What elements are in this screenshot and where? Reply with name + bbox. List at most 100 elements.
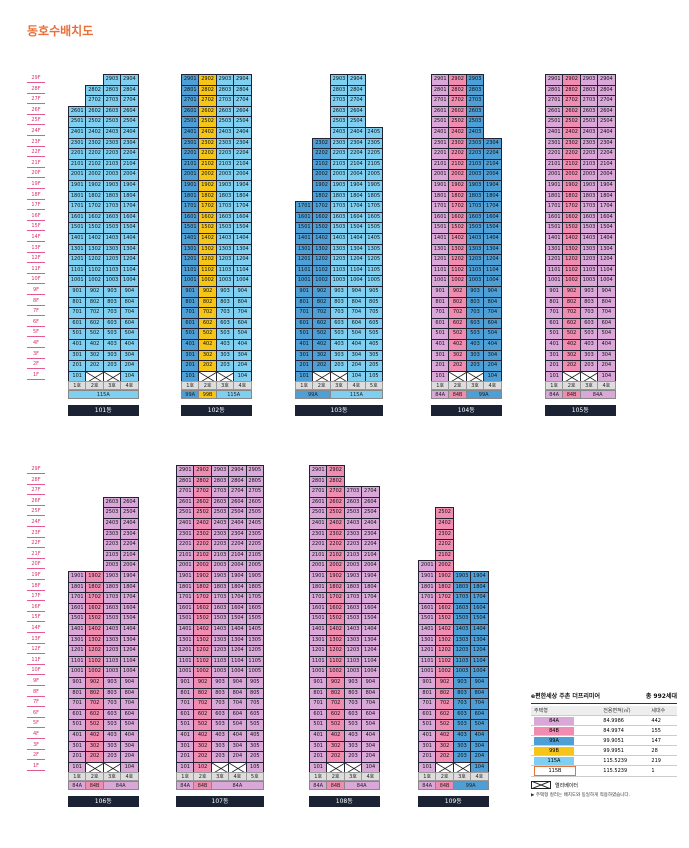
unit-cell[interactable]: 2503 [102,116,122,128]
unit-cell[interactable]: 403 [465,339,485,351]
unit-cell[interactable]: 1002 [326,666,345,678]
unit-cell[interactable]: 303 [329,349,349,362]
unit-cell[interactable]: 1301 [431,243,450,256]
unit-cell[interactable]: 902 [198,286,217,298]
unit-cell[interactable]: 1904 [120,180,139,192]
unit-cell[interactable]: 1403 [329,233,349,245]
unit-cell[interactable]: 2002 [312,169,331,181]
unit-cell[interactable]: 1501 [545,222,564,234]
unit-cell[interactable]: 1701 [418,592,437,604]
unit-cell[interactable]: 1902 [85,571,104,583]
unit-cell[interactable]: 602 [435,708,454,721]
unit-cell[interactable]: 304 [233,349,252,362]
unit-cell[interactable]: 1302 [193,634,212,647]
unit-cell[interactable]: 1504 [361,613,380,625]
unit-cell[interactable]: 1901 [68,180,87,192]
unit-cell[interactable]: 602 [562,317,581,330]
unit-cell[interactable]: 302 [448,349,467,362]
unit-cell[interactable]: 1301 [295,243,314,256]
unit-cell[interactable]: 1402 [193,624,212,636]
unit-cell[interactable]: 2502 [435,507,454,519]
unit-cell[interactable]: 1303 [579,243,599,256]
unit-cell[interactable]: 2904 [347,74,366,86]
unit-cell[interactable]: 2701 [176,486,195,498]
unit-cell[interactable]: 2104 [233,158,252,171]
unit-cell[interactable]: 1704 [120,592,139,604]
unit-cell[interactable]: 604 [233,317,252,330]
unit-cell[interactable]: 1201 [68,254,87,266]
unit-cell[interactable]: 201 [309,751,328,763]
unit-cell[interactable]: 502 [85,719,104,731]
unit-cell[interactable]: 2604 [228,496,247,509]
unit-cell[interactable]: 1602 [193,602,212,615]
unit-cell[interactable]: 804 [120,687,139,700]
unit-cell[interactable]: 1502 [326,613,345,625]
unit-cell[interactable]: 2801 [431,84,450,97]
unit-cell[interactable]: 2703 [343,486,363,498]
unit-cell[interactable]: 2501 [181,116,200,128]
unit-cell[interactable]: 2303 [465,137,485,150]
unit-cell[interactable]: 2803 [102,84,122,97]
unit-cell[interactable]: 504 [120,719,139,731]
unit-cell[interactable]: 802 [312,296,331,309]
unit-cell[interactable]: 304 [361,740,380,753]
unit-cell[interactable]: 1002 [435,666,454,678]
unit-cell[interactable]: 1201 [309,645,328,657]
unit-cell[interactable]: 2604 [233,105,252,118]
unit-cell[interactable]: 2103 [465,158,485,171]
unit-cell[interactable]: 1102 [326,655,345,668]
unit-cell[interactable]: 1402 [312,233,331,245]
unit-cell[interactable]: 2503 [102,507,122,519]
unit-cell[interactable]: 1301 [176,634,195,647]
unit-cell[interactable]: 1701 [181,201,200,213]
unit-cell[interactable]: 603 [452,708,472,721]
unit-cell[interactable]: 1402 [85,624,104,636]
unit-cell[interactable]: 1901 [68,571,87,583]
unit-cell[interactable]: 1001 [295,275,314,287]
unit-cell[interactable]: 1903 [102,180,122,192]
unit-cell[interactable]: 2601 [181,105,200,118]
unit-cell[interactable]: 1001 [418,666,437,678]
unit-cell[interactable]: 803 [452,687,472,700]
unit-cell[interactable]: 1801 [418,581,437,594]
unit-cell[interactable]: 2502 [448,116,467,128]
unit-cell[interactable]: 2103 [210,549,230,562]
unit-cell[interactable]: 2303 [102,528,122,541]
unit-cell[interactable]: 902 [562,286,581,298]
unit-cell[interactable]: 402 [198,339,217,351]
unit-cell[interactable]: 1903 [102,571,122,583]
unit-cell[interactable]: 703 [102,698,122,710]
unit-cell[interactable]: 202 [435,751,454,763]
unit-cell[interactable]: 2401 [176,518,195,530]
unit-cell[interactable]: 2205 [245,539,264,551]
unit-cell[interactable]: 1504 [233,222,252,234]
unit-cell[interactable]: 1504 [120,222,139,234]
unit-cell[interactable]: 1703 [215,201,235,213]
unit-cell[interactable]: 2603 [465,105,485,118]
unit-cell[interactable]: 704 [120,698,139,710]
unit-cell[interactable]: 2004 [233,169,252,181]
unit-cell[interactable]: 1504 [470,613,489,625]
unit-cell[interactable]: 903 [210,677,230,689]
unit-cell[interactable]: 2801 [309,475,328,488]
unit-cell[interactable]: 1903 [452,571,472,583]
unit-cell[interactable]: 2503 [215,116,235,128]
unit-cell[interactable]: 2902 [448,74,467,86]
unit-cell[interactable]: 2504 [120,116,139,128]
unit-cell[interactable]: 2604 [347,105,366,118]
unit-cell[interactable]: 601 [295,317,314,330]
unit-cell[interactable]: 2601 [431,105,450,118]
unit-cell[interactable]: 2603 [102,105,122,118]
unit-cell[interactable]: 603 [102,317,122,330]
unit-cell[interactable]: 2302 [312,137,331,150]
unit-cell[interactable]: 2103 [102,158,122,171]
unit-cell[interactable]: 901 [309,677,328,689]
unit-cell[interactable]: 904 [233,286,252,298]
unit-cell[interactable]: 1202 [85,645,104,657]
unit-cell[interactable]: 1401 [309,624,328,636]
unit-cell[interactable]: 403 [343,730,363,742]
unit-cell[interactable]: 1403 [210,624,230,636]
unit-cell[interactable]: 2203 [210,539,230,551]
unit-cell[interactable]: 2204 [347,148,366,160]
unit-cell[interactable]: 2002 [85,169,104,181]
